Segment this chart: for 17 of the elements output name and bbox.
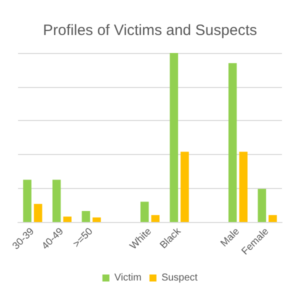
chart-title: Profiles of Victims and Suspects (43, 22, 257, 39)
bar (140, 202, 149, 222)
bar (258, 188, 266, 222)
bar (63, 216, 72, 222)
bar (151, 215, 160, 222)
bar (23, 180, 32, 222)
legend-label: Suspect (161, 272, 198, 284)
bar (34, 204, 42, 222)
bar (170, 53, 178, 222)
bar (239, 152, 248, 222)
bar (82, 211, 90, 222)
bar (180, 152, 189, 222)
legend-label: Victim (114, 272, 142, 284)
bar (92, 217, 101, 222)
bar (52, 180, 61, 222)
bar (268, 215, 277, 222)
bar (228, 63, 237, 222)
